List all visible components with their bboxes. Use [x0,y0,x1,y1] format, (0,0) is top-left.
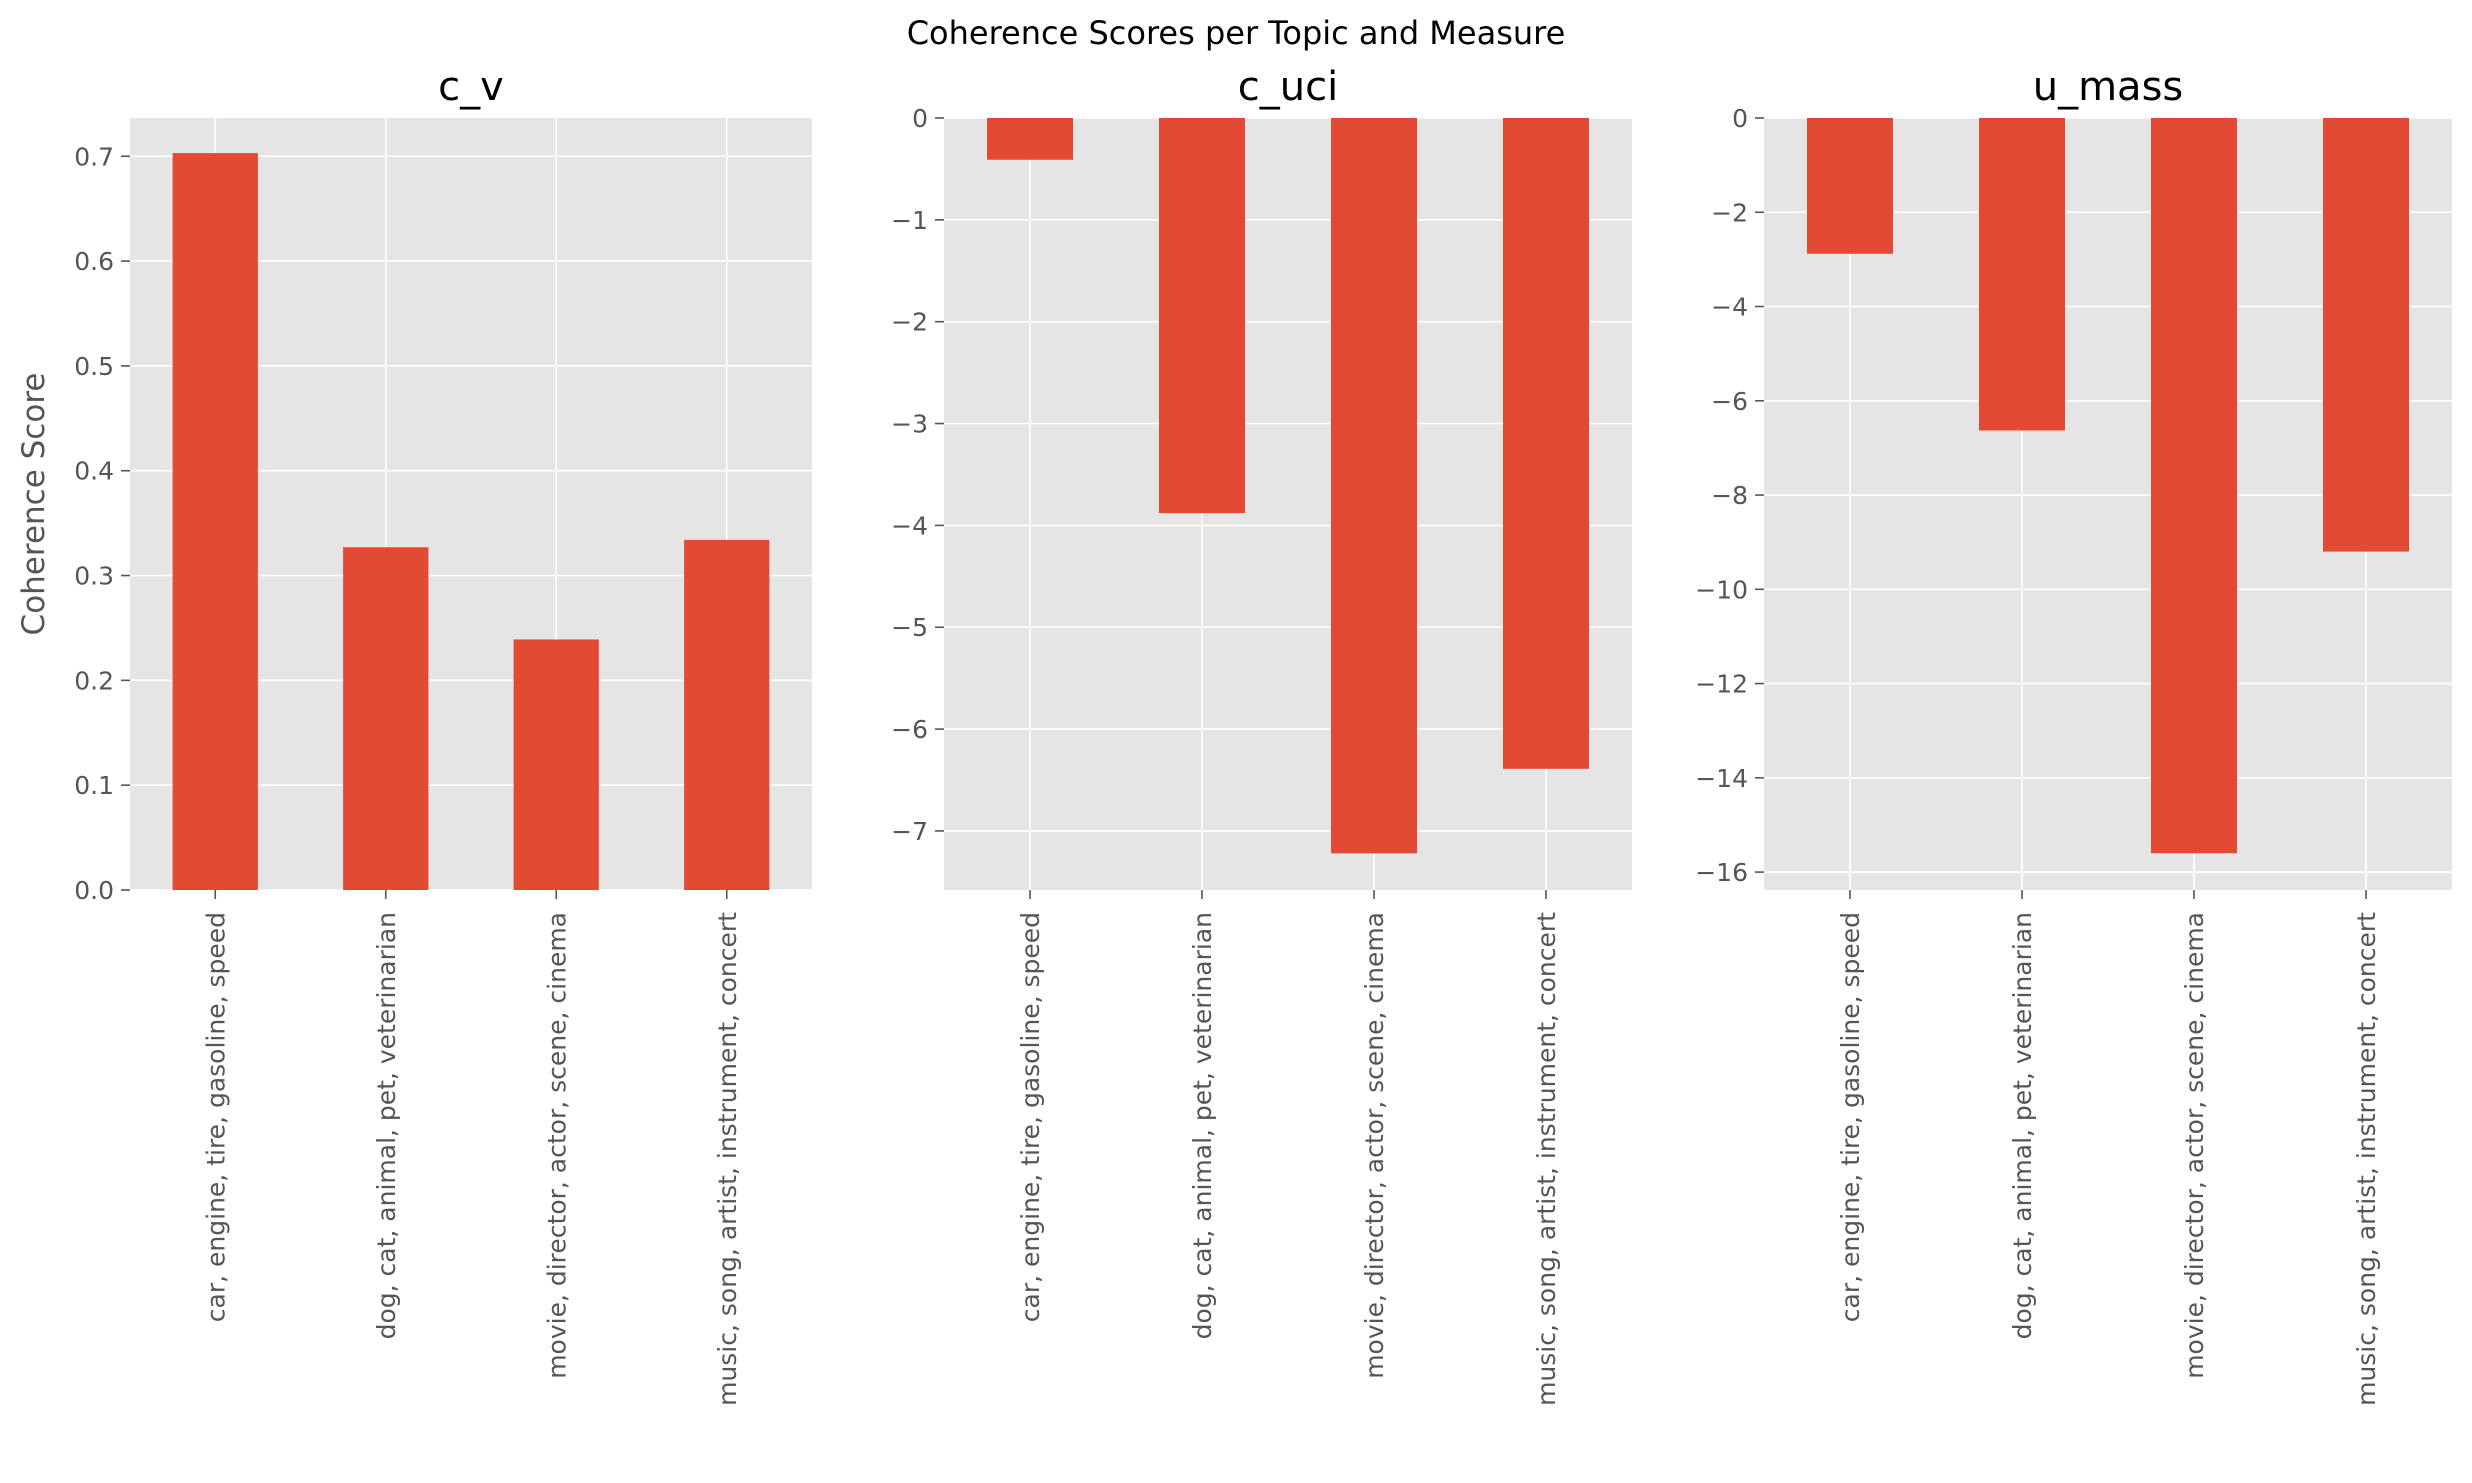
x-tick-label: movie, director, actor, scene, cinema [2180,912,2209,1379]
y-tick-label: 0.0 [74,876,114,905]
x-tick-label: music, song, artist, instrument, concert [2352,912,2381,1406]
y-tick-label: −14 [1695,764,1748,793]
figure-suptitle: Coherence Scores per Topic and Measure [907,14,1566,52]
y-tick-label: −4 [1711,293,1748,322]
y-tick-label: −2 [891,308,928,337]
panel-c-v: 0.0 0.1 0.2 0.3 0.4 0.5 0.6 0.7 car, engine, tir… [16,64,812,1406]
y-tick-label: 0 [1732,104,1748,133]
y-tick-label: −1 [891,206,928,235]
x-tick-label: music, song, artist, instrument, concert [713,912,742,1406]
y-tick-label: 0.2 [74,666,114,695]
y-tick-label: 0.4 [74,457,114,486]
y-tick-label: 0.3 [74,562,114,591]
x-tick-label: car, engine, tire, gasoline, speed [1836,912,1865,1322]
x-tick-label: music, song, artist, instrument, concert [1532,912,1561,1406]
panel-title: u_mass [2033,64,2184,110]
x-tick-label: dog, cat, animal, pet, veterinarian [2008,912,2037,1339]
y-tick-label: −10 [1695,575,1748,604]
bar-c-uci-4 [1503,118,1589,769]
y-tick-label: 0.5 [74,352,114,381]
bar-c-v-2 [343,547,429,890]
y-tick-label: −4 [891,511,928,540]
x-tick-label: car, engine, tire, gasoline, speed [1016,912,1045,1322]
bar-c-uci-3 [1331,118,1417,854]
y-tick-label: −7 [891,817,928,846]
y-tick-label: −6 [891,715,928,744]
x-tick-label: dog, cat, animal, pet, veterinarian [1188,912,1217,1339]
bar-u-mass-2 [1979,118,2065,431]
y-tick-label: −3 [891,410,928,439]
y-tick-label: 0.1 [74,771,114,800]
panel-title: c_uci [1238,64,1338,110]
x-tick-label: movie, director, actor, scene, cinema [1360,912,1389,1379]
y-tick-label: −8 [1711,481,1748,510]
panel-u-mass: 0 −2 −4 −6 −8 −10 −12 −14 −16 car, engine, tire, … [1695,64,2452,1406]
y-tick-label: −12 [1695,670,1748,699]
panel-c-uci: 0 −1 −2 −3 −4 −5 −6 −7 car, engine, tire, gasoli… [891,64,1632,1406]
x-tick-label: movie, director, actor, scene, cinema [542,912,571,1379]
panel-title: c_v [438,64,504,110]
bar-c-uci-2 [1159,118,1245,514]
bar-u-mass-1 [1807,118,1893,254]
bar-c-uci-1 [987,118,1073,160]
bar-u-mass-3 [2151,118,2237,854]
y-tick-label: −2 [1711,198,1748,227]
y-axis-label: Coherence Score [16,373,52,636]
bar-c-v-1 [172,153,258,890]
y-tick-label: 0.7 [74,142,114,171]
x-tick-label: dog, cat, animal, pet, veterinarian [372,912,401,1339]
bar-u-mass-4 [2323,118,2409,552]
y-tick-label: 0 [912,104,928,133]
bar-c-v-4 [684,539,770,890]
x-tick-label: car, engine, tire, gasoline, speed [201,912,230,1322]
y-tick-label: 0.6 [74,247,114,276]
y-tick-label: −16 [1695,858,1748,887]
y-tick-label: −5 [891,613,928,642]
y-tick-label: −6 [1711,387,1748,416]
bar-c-v-3 [513,639,599,890]
